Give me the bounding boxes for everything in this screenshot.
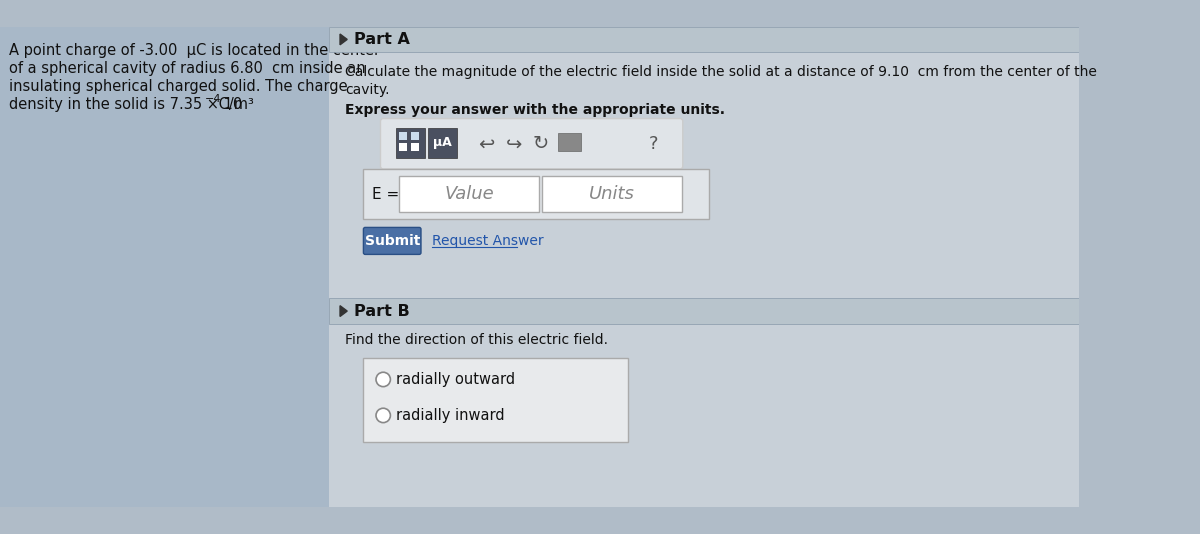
FancyBboxPatch shape bbox=[364, 358, 628, 442]
FancyBboxPatch shape bbox=[400, 176, 539, 212]
FancyBboxPatch shape bbox=[329, 27, 1080, 507]
Text: Submit: Submit bbox=[365, 234, 420, 248]
Text: Value: Value bbox=[444, 185, 494, 203]
FancyBboxPatch shape bbox=[542, 176, 682, 212]
Text: Part A: Part A bbox=[354, 32, 410, 47]
FancyBboxPatch shape bbox=[380, 119, 683, 169]
Text: E =: E = bbox=[372, 187, 400, 202]
Text: radially inward: radially inward bbox=[396, 408, 504, 423]
Text: −4: −4 bbox=[205, 95, 222, 104]
FancyBboxPatch shape bbox=[364, 227, 421, 254]
Text: ?: ? bbox=[648, 135, 658, 153]
FancyBboxPatch shape bbox=[364, 169, 709, 219]
Circle shape bbox=[376, 408, 390, 422]
Text: A point charge of -3.00  μC is located in the center: A point charge of -3.00 μC is located in… bbox=[8, 43, 380, 58]
Text: Units: Units bbox=[589, 185, 635, 203]
Text: insulating spherical charged solid. The charge: insulating spherical charged solid. The … bbox=[8, 79, 348, 94]
FancyBboxPatch shape bbox=[412, 143, 419, 151]
FancyBboxPatch shape bbox=[329, 27, 1080, 52]
Text: Part B: Part B bbox=[354, 303, 410, 319]
FancyBboxPatch shape bbox=[0, 27, 329, 507]
Text: Express your answer with the appropriate units.: Express your answer with the appropriate… bbox=[346, 103, 726, 117]
Polygon shape bbox=[340, 305, 347, 317]
FancyBboxPatch shape bbox=[396, 128, 425, 158]
Polygon shape bbox=[340, 34, 347, 45]
FancyBboxPatch shape bbox=[428, 128, 457, 158]
Text: μA: μA bbox=[433, 136, 452, 150]
FancyBboxPatch shape bbox=[400, 143, 408, 151]
Text: density in the solid is 7.35 × 10: density in the solid is 7.35 × 10 bbox=[8, 97, 242, 112]
Circle shape bbox=[376, 372, 390, 387]
Text: C/m³: C/m³ bbox=[214, 97, 254, 112]
Text: radially outward: radially outward bbox=[396, 372, 515, 387]
FancyBboxPatch shape bbox=[329, 299, 1080, 324]
Text: Request Answer: Request Answer bbox=[432, 234, 544, 248]
Text: Calculate the magnitude of the electric field inside the solid at a distance of : Calculate the magnitude of the electric … bbox=[346, 65, 1097, 78]
Text: of a spherical cavity of radius 6.80  cm inside an: of a spherical cavity of radius 6.80 cm … bbox=[8, 61, 366, 76]
FancyBboxPatch shape bbox=[412, 132, 419, 140]
Text: cavity.: cavity. bbox=[346, 83, 390, 97]
FancyBboxPatch shape bbox=[400, 132, 408, 140]
Text: ↻: ↻ bbox=[533, 134, 548, 153]
Text: ↪: ↪ bbox=[505, 134, 522, 153]
Text: ↩: ↩ bbox=[479, 134, 494, 153]
FancyBboxPatch shape bbox=[558, 133, 581, 151]
Text: Find the direction of this electric field.: Find the direction of this electric fiel… bbox=[346, 333, 608, 347]
